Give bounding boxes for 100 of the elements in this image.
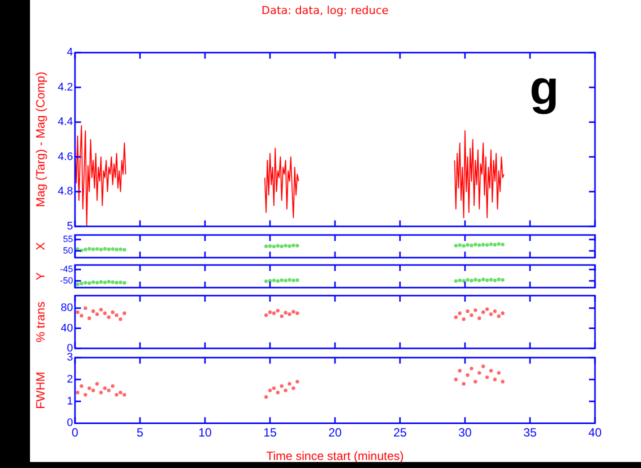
point [493, 309, 497, 313]
point [470, 313, 474, 318]
point [474, 308, 478, 312]
point [280, 244, 284, 248]
point [284, 388, 288, 392]
y-tick-label: 55 [62, 234, 73, 244]
point [84, 248, 88, 252]
point [481, 364, 485, 368]
point [91, 247, 95, 252]
point [276, 390, 280, 394]
x-tick-label: 35 [523, 426, 537, 440]
point [272, 244, 276, 248]
x-tick-label: 15 [263, 426, 277, 440]
point [458, 311, 462, 315]
y-tick-label: 4.4 [58, 116, 73, 128]
point [458, 368, 462, 373]
point [272, 311, 276, 315]
point [296, 380, 300, 384]
point [122, 311, 126, 315]
point [91, 309, 95, 313]
point [276, 308, 280, 312]
point [489, 312, 493, 316]
y-tick-label: 5 [66, 220, 73, 232]
point [76, 310, 80, 314]
point [481, 242, 485, 247]
point [272, 386, 276, 390]
y-axis-title: X [34, 242, 48, 250]
point [454, 244, 458, 248]
point [103, 246, 107, 251]
point [458, 243, 462, 247]
point [474, 380, 478, 384]
point [110, 310, 114, 314]
point [107, 388, 111, 392]
x-tick-label: 30 [458, 426, 472, 440]
point [474, 242, 478, 246]
point [500, 380, 504, 384]
point [288, 312, 292, 316]
point [292, 244, 296, 248]
point [122, 248, 126, 252]
y-tick-label: 4.2 [58, 81, 73, 94]
point [292, 386, 296, 390]
point [84, 392, 88, 397]
chart-title: Data: data, log: reduce [260, 4, 390, 17]
point [276, 244, 280, 248]
point [296, 311, 300, 315]
point [280, 314, 284, 318]
point [103, 386, 107, 390]
point [118, 317, 122, 322]
point [478, 243, 482, 247]
point [497, 242, 501, 246]
point [88, 386, 92, 390]
point [288, 382, 292, 386]
point [268, 244, 272, 248]
point [280, 384, 284, 388]
point [493, 378, 497, 382]
y-tick-label: 2 [66, 374, 73, 386]
point [470, 244, 474, 248]
point [264, 313, 268, 318]
point [76, 390, 80, 394]
y-tick-label: 50 [62, 245, 73, 256]
point [296, 244, 300, 248]
point [91, 388, 95, 392]
point [485, 307, 489, 311]
y-tick-label: 4 [66, 46, 73, 59]
point [478, 316, 482, 320]
point [107, 315, 111, 320]
point [95, 382, 99, 386]
point [485, 375, 489, 380]
point [80, 384, 84, 388]
x-tick-label: 20 [328, 426, 342, 440]
x-tick-label: 25 [393, 426, 407, 440]
point [466, 309, 470, 313]
point [268, 388, 272, 392]
y-axis-title: FWHM [34, 372, 48, 410]
point [268, 310, 272, 314]
point [114, 313, 118, 318]
point [118, 247, 122, 252]
point [489, 242, 493, 246]
x-tick-label: 40 [588, 426, 602, 440]
point [118, 390, 122, 394]
point [99, 308, 103, 312]
point [466, 373, 470, 377]
point [493, 242, 497, 247]
y-tick-label: -50 [60, 275, 73, 286]
y-tick-label: 4.8 [58, 186, 73, 198]
point [485, 243, 489, 247]
point [88, 316, 92, 320]
point [288, 244, 292, 248]
point [497, 314, 501, 318]
y-tick-label: 0 [66, 417, 73, 430]
point [470, 366, 474, 370]
y-tick-label: -45 [60, 264, 73, 274]
point [84, 306, 88, 310]
point [264, 244, 268, 248]
point [264, 395, 268, 399]
point [466, 243, 470, 247]
y-tick-label: 40 [60, 322, 73, 334]
point [122, 392, 126, 397]
point [500, 311, 504, 315]
point [284, 310, 288, 314]
